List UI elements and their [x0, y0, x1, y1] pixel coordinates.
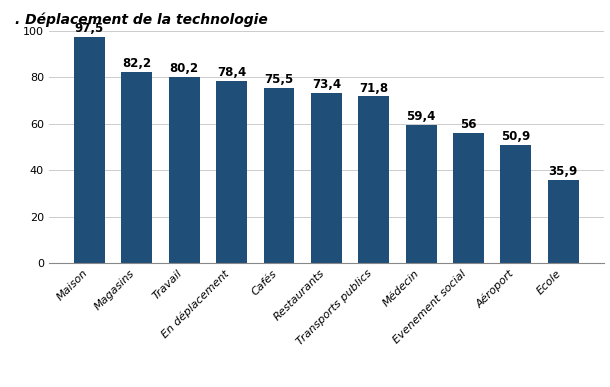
Text: 75,5: 75,5 [264, 73, 293, 86]
Bar [169, 77, 199, 263]
Text: 97,5: 97,5 [75, 22, 104, 35]
Bar [264, 88, 295, 263]
Text: 82,2: 82,2 [122, 57, 151, 70]
Bar [453, 133, 484, 263]
Text: . Déplacement de la technologie: . Déplacement de la technologie [15, 12, 268, 27]
Text: 50,9: 50,9 [501, 130, 531, 143]
Bar [216, 81, 247, 263]
Text: 59,4: 59,4 [406, 110, 436, 123]
Text: 35,9: 35,9 [548, 165, 578, 178]
Bar [406, 125, 437, 263]
Text: 56: 56 [461, 118, 477, 131]
Bar [548, 180, 579, 263]
Bar [500, 145, 531, 263]
Bar [121, 72, 152, 263]
Text: 73,4: 73,4 [312, 78, 341, 91]
Text: 80,2: 80,2 [170, 62, 199, 75]
Text: 78,4: 78,4 [217, 66, 246, 79]
Bar [358, 96, 389, 263]
Bar [311, 93, 342, 263]
Bar [74, 37, 105, 263]
Text: 71,8: 71,8 [359, 82, 389, 94]
